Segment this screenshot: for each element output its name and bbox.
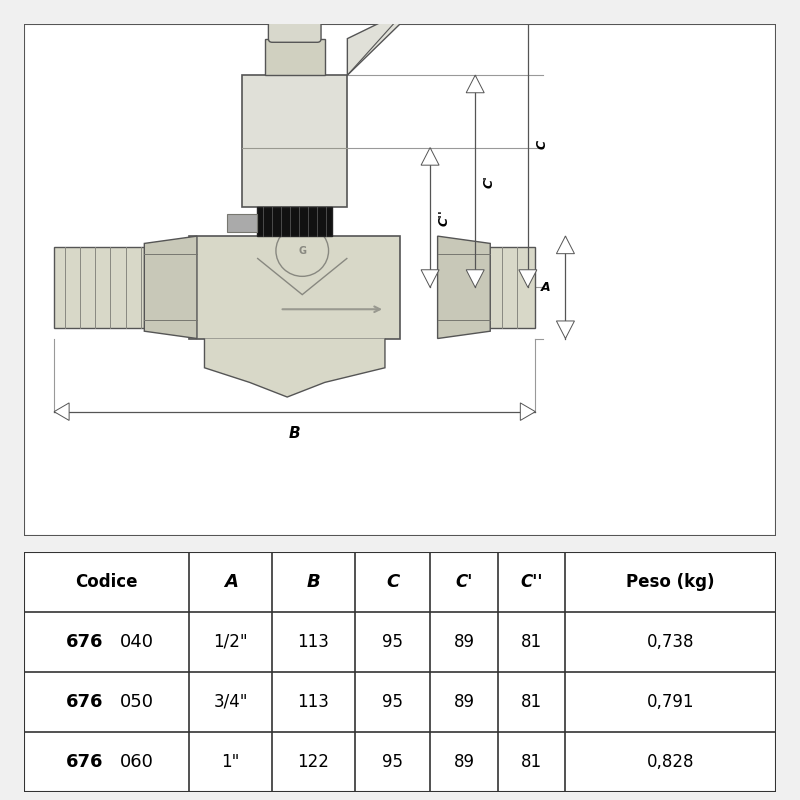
Text: B: B <box>289 426 301 442</box>
Text: 95: 95 <box>382 753 403 771</box>
Text: C'': C'' <box>438 209 450 226</box>
Text: 81: 81 <box>521 693 542 711</box>
Text: Peso (kg): Peso (kg) <box>626 573 715 591</box>
Bar <box>265 38 325 75</box>
Text: 060: 060 <box>120 753 154 771</box>
Text: 040: 040 <box>120 633 154 651</box>
Bar <box>190 236 400 338</box>
Text: 81: 81 <box>521 633 542 651</box>
Bar <box>257 207 332 236</box>
Text: 81: 81 <box>521 753 542 771</box>
Polygon shape <box>421 270 439 287</box>
Text: 95: 95 <box>382 693 403 711</box>
Polygon shape <box>520 403 535 421</box>
Polygon shape <box>54 403 69 421</box>
Bar <box>475 247 535 327</box>
Text: B: B <box>306 573 320 591</box>
Text: 89: 89 <box>454 693 474 711</box>
Polygon shape <box>519 270 537 287</box>
FancyBboxPatch shape <box>268 6 321 42</box>
Text: C'': C'' <box>520 573 543 591</box>
Polygon shape <box>466 270 484 287</box>
Text: 676: 676 <box>66 633 103 651</box>
Text: 676: 676 <box>66 753 103 771</box>
Text: C: C <box>386 573 399 591</box>
Polygon shape <box>557 236 574 254</box>
Bar <box>227 214 257 233</box>
Text: 676: 676 <box>66 693 103 711</box>
Text: C': C' <box>455 573 473 591</box>
Text: A: A <box>541 281 550 294</box>
Bar <box>54 247 152 327</box>
Text: 050: 050 <box>120 693 154 711</box>
Polygon shape <box>347 10 407 75</box>
Text: C: C <box>535 140 548 150</box>
Bar <box>242 75 347 207</box>
Text: 3/4": 3/4" <box>214 693 248 711</box>
Text: 89: 89 <box>454 753 474 771</box>
Text: 1": 1" <box>222 753 240 771</box>
Text: 95: 95 <box>382 633 403 651</box>
Text: 122: 122 <box>298 753 330 771</box>
Polygon shape <box>205 338 385 397</box>
Polygon shape <box>466 75 484 93</box>
Text: 1/2": 1/2" <box>214 633 248 651</box>
Text: 0,791: 0,791 <box>647 693 694 711</box>
Polygon shape <box>144 236 197 338</box>
Polygon shape <box>519 2 537 20</box>
Text: 113: 113 <box>298 633 330 651</box>
Text: G: G <box>298 246 306 256</box>
Text: 0,738: 0,738 <box>647 633 694 651</box>
Text: 0,828: 0,828 <box>647 753 694 771</box>
Text: A: A <box>224 573 238 591</box>
Polygon shape <box>438 236 490 338</box>
Polygon shape <box>557 321 574 338</box>
Text: 89: 89 <box>454 633 474 651</box>
Polygon shape <box>421 148 439 165</box>
Text: 113: 113 <box>298 693 330 711</box>
Text: Codice: Codice <box>75 573 138 591</box>
Text: C': C' <box>482 174 496 188</box>
